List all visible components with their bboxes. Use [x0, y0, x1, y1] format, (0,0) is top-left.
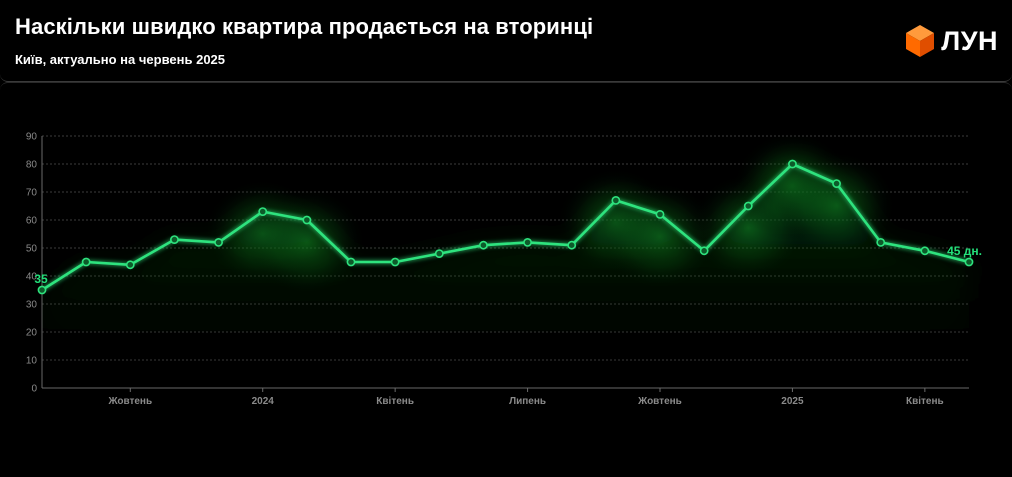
- annotations: 35 45 дн.: [34, 244, 982, 286]
- data-point: [214, 237, 223, 247]
- data-point: [832, 179, 841, 188]
- data-point: [37, 285, 47, 295]
- y-tick-label: 80: [26, 160, 38, 171]
- y-tick-label: 50: [26, 244, 38, 255]
- brand-logo[interactable]: ЛУН: [905, 24, 998, 58]
- x-tick-label: 2024: [252, 396, 275, 407]
- line-chart: 0 10 20 30 40 50 60 70 80 90 Жовтень 2024 Квітень Ли…: [26, 131, 982, 407]
- data-point: [125, 260, 135, 270]
- y-tick-label: 40: [26, 272, 38, 283]
- x-tick-label: Липень: [509, 396, 546, 407]
- data-point: [920, 246, 930, 256]
- first-value-label: 35: [34, 272, 48, 286]
- data-point: [876, 237, 886, 247]
- series-line: [41, 162, 970, 292]
- peak-glow: [246, 187, 367, 297]
- data-point: [346, 257, 356, 267]
- data-point: [788, 159, 797, 169]
- data-point: [964, 257, 974, 267]
- data-point: [479, 240, 488, 250]
- x-tick-label: 2025: [781, 396, 804, 407]
- data-point: [434, 249, 444, 258]
- x-tick-label: Жовтень: [637, 396, 682, 407]
- y-tick-label: 30: [26, 300, 38, 311]
- x-axis: Жовтень 2024 Квітень Липень Жовтень 2025 Квіте…: [107, 388, 944, 407]
- peak-glow: [776, 150, 897, 261]
- data-point: [743, 201, 753, 211]
- data-point: [170, 235, 179, 244]
- chart-card: 0 10 20 30 40 50 60 70 80 90 Жовтень 2024 Квітень Ли…: [0, 82, 1012, 477]
- x-tick-label: Квітень: [376, 396, 414, 407]
- y-axis: 0 10 20 30 40 50 60 70 80 90: [26, 132, 38, 395]
- logo-text: ЛУН: [941, 25, 998, 56]
- data-point: [81, 257, 91, 267]
- y-tick-label: 70: [26, 188, 38, 199]
- data-point: [611, 196, 621, 205]
- data-point: [567, 240, 577, 250]
- y-tick-label: 10: [26, 356, 38, 367]
- y-tick-label: 20: [26, 328, 38, 339]
- data-point: [523, 237, 532, 247]
- y-tick-label: 0: [31, 384, 37, 395]
- peak-glow: [600, 181, 720, 292]
- series-line-group: [41, 162, 970, 292]
- page-title: Наскільки швидко квартира продається на …: [15, 14, 594, 39]
- points-group: [37, 159, 974, 295]
- x-tick-label: Жовтень: [107, 396, 152, 407]
- data-point: [699, 246, 709, 256]
- data-point: [302, 215, 312, 225]
- y-tick-label: 90: [26, 132, 38, 143]
- data-point: [258, 207, 268, 217]
- x-tick-label: Квітень: [906, 396, 944, 407]
- data-point: [390, 257, 400, 267]
- last-value-label: 45 дн.: [947, 244, 982, 258]
- data-point: [655, 209, 665, 219]
- area-glow: [42, 131, 969, 388]
- y-tick-label: 60: [26, 216, 38, 227]
- page-subtitle: Київ, актуально на червень 2025: [15, 52, 226, 67]
- header: Наскільки швидко квартира продається на …: [0, 0, 1012, 82]
- cube-logo-icon: [906, 25, 935, 57]
